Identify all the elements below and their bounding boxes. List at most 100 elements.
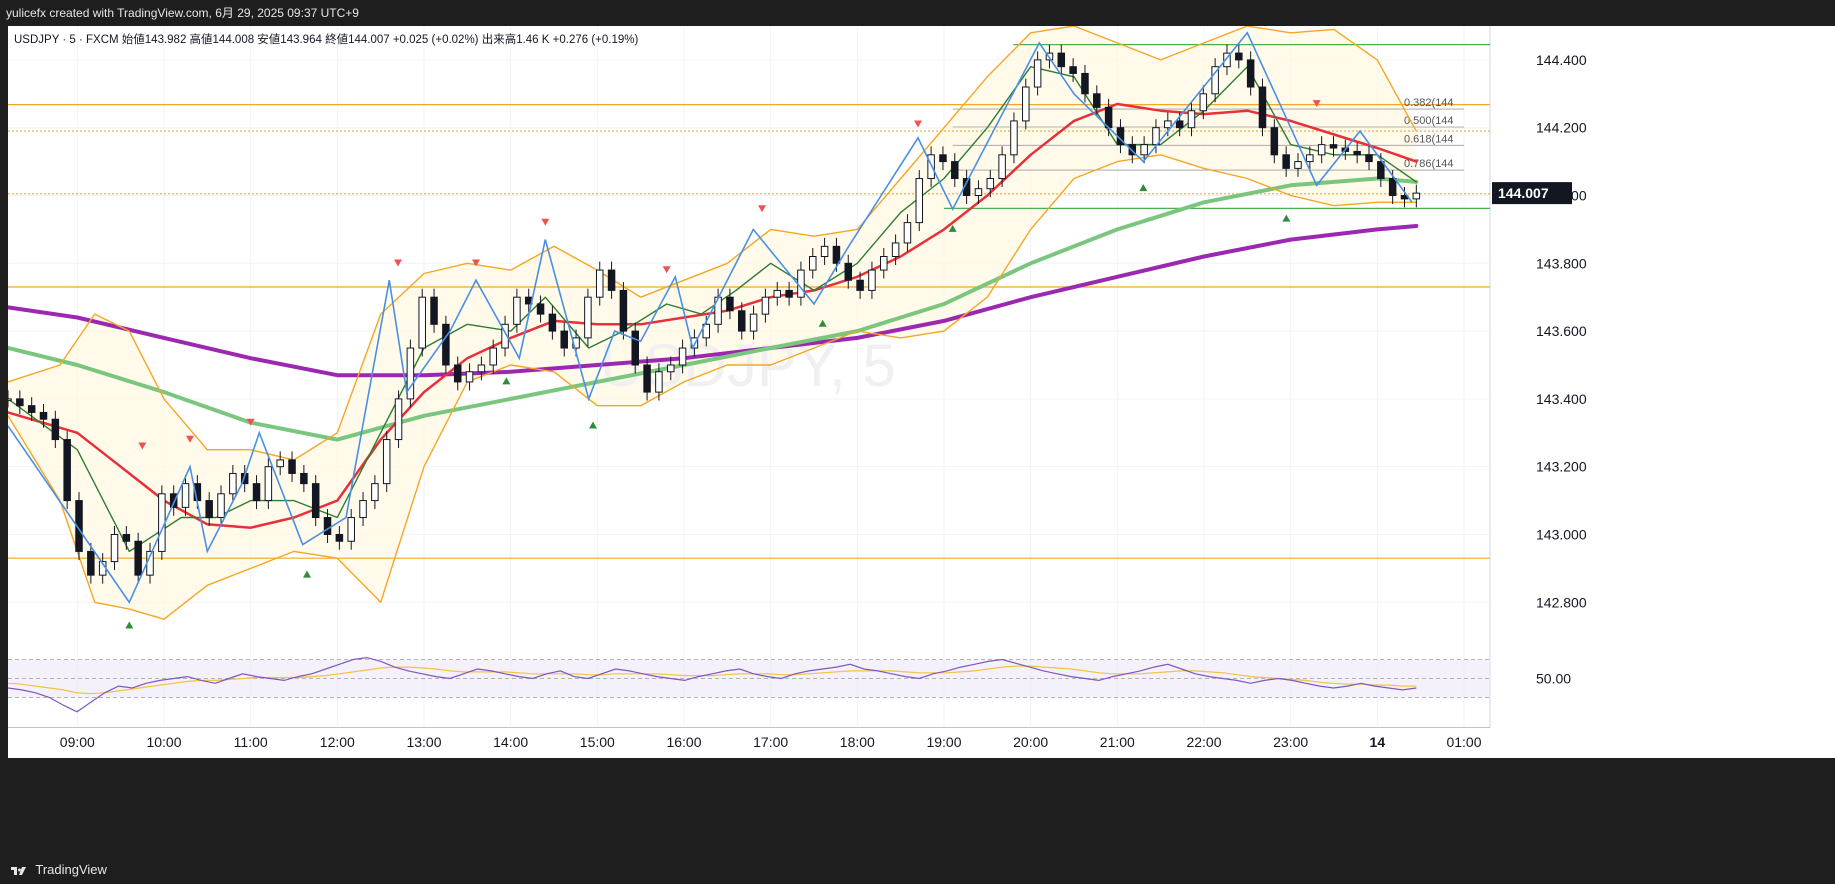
candle-body xyxy=(607,269,616,291)
candle-body xyxy=(832,245,841,264)
candle-body xyxy=(1187,110,1196,129)
price-tick-label: 144.200 xyxy=(1536,120,1587,136)
candle-body xyxy=(548,313,557,332)
candle xyxy=(856,271,864,299)
candle-body xyxy=(1294,161,1302,169)
candle-body xyxy=(418,296,426,349)
candle-body xyxy=(655,371,663,393)
candle-body xyxy=(643,364,651,393)
pivot-high-marker xyxy=(662,266,671,274)
candle-body xyxy=(501,323,509,349)
candle-body xyxy=(702,323,711,339)
candle xyxy=(1306,146,1314,171)
candle xyxy=(1282,146,1290,177)
candle xyxy=(749,305,758,340)
time-tick-label: 19:00 xyxy=(926,734,961,750)
candle-body xyxy=(335,533,344,542)
time-tick-label: 13:00 xyxy=(406,734,441,750)
candle xyxy=(631,322,639,374)
candle-body xyxy=(347,517,355,542)
candle xyxy=(868,261,876,299)
fib-level-label: 0.382(144 xyxy=(1404,97,1454,109)
pivot-high-marker xyxy=(186,435,194,443)
candle-body xyxy=(584,296,592,339)
candle-body xyxy=(773,289,782,298)
candle-body xyxy=(513,296,521,325)
oscillator-rsi-line xyxy=(8,656,1417,713)
pivot-markers xyxy=(125,100,1321,629)
candle xyxy=(1010,112,1018,164)
candle xyxy=(595,261,604,306)
bollinger-lower-line xyxy=(8,154,1418,620)
candle xyxy=(785,281,793,306)
time-tick-label: 14:00 xyxy=(493,734,528,750)
candle xyxy=(844,254,853,289)
candle-body xyxy=(856,279,864,291)
candle xyxy=(1057,44,1066,76)
pivot-low-marker xyxy=(818,319,827,327)
candle xyxy=(773,281,782,306)
candle-body xyxy=(39,411,48,420)
footer-brand: TradingView xyxy=(35,862,107,877)
candle-body xyxy=(844,262,853,281)
candle xyxy=(951,153,959,188)
last-price-marker: 144.007 xyxy=(1492,182,1572,205)
candle xyxy=(1235,44,1243,69)
candle xyxy=(394,390,403,449)
candle xyxy=(16,390,24,415)
candle-body xyxy=(1306,154,1314,163)
candle-body xyxy=(820,245,829,258)
candle xyxy=(122,526,131,550)
oscillator-level-label: 50.00 xyxy=(1536,671,1571,687)
candle xyxy=(678,339,687,374)
last-price-label: 144.007 xyxy=(1498,185,1549,201)
candle xyxy=(1140,136,1148,164)
candle xyxy=(619,281,628,340)
candle xyxy=(87,542,95,584)
candle xyxy=(371,475,379,510)
candle-body xyxy=(1353,150,1361,156)
candle-body xyxy=(1365,154,1373,163)
candle xyxy=(1353,142,1361,164)
time-tick-label: 10:00 xyxy=(146,734,181,750)
candle-body xyxy=(1164,120,1172,129)
candle xyxy=(323,509,332,543)
candle-body xyxy=(169,493,178,508)
candle xyxy=(382,431,391,493)
fib-level-label: 0.500(144 xyxy=(1404,115,1454,127)
candle xyxy=(1317,136,1326,164)
pivot-high-marker xyxy=(138,442,147,450)
time-tick-label: 12:00 xyxy=(320,734,355,750)
candlesticks xyxy=(8,44,1421,584)
candle xyxy=(75,492,83,560)
candle-body xyxy=(678,347,687,366)
sma-purple-line xyxy=(8,224,1419,378)
candle-body xyxy=(51,418,60,441)
candle-body xyxy=(252,483,261,502)
pivot-low-marker xyxy=(948,224,957,232)
candle-body xyxy=(927,154,935,180)
candle xyxy=(430,288,438,333)
candle-body xyxy=(974,188,983,196)
price-axis-background xyxy=(1490,26,1835,728)
candle xyxy=(903,214,912,252)
candle-body xyxy=(536,303,545,315)
candle-body xyxy=(915,178,924,224)
candle-body xyxy=(205,500,213,519)
candle-body xyxy=(868,269,876,291)
candle-body xyxy=(1317,144,1326,156)
candle xyxy=(986,170,995,198)
candle-body xyxy=(27,405,36,413)
candle-body xyxy=(1199,93,1208,112)
candle-body xyxy=(311,483,320,519)
candle-body xyxy=(726,296,734,312)
price-tick-label: 142.800 xyxy=(1536,594,1587,610)
candle-body xyxy=(666,364,675,373)
candle xyxy=(643,356,651,401)
pivot-high-marker xyxy=(1312,100,1321,108)
pivot-high-marker xyxy=(541,218,550,226)
candle xyxy=(406,339,415,408)
candle xyxy=(880,248,888,279)
candle-body xyxy=(75,500,83,552)
